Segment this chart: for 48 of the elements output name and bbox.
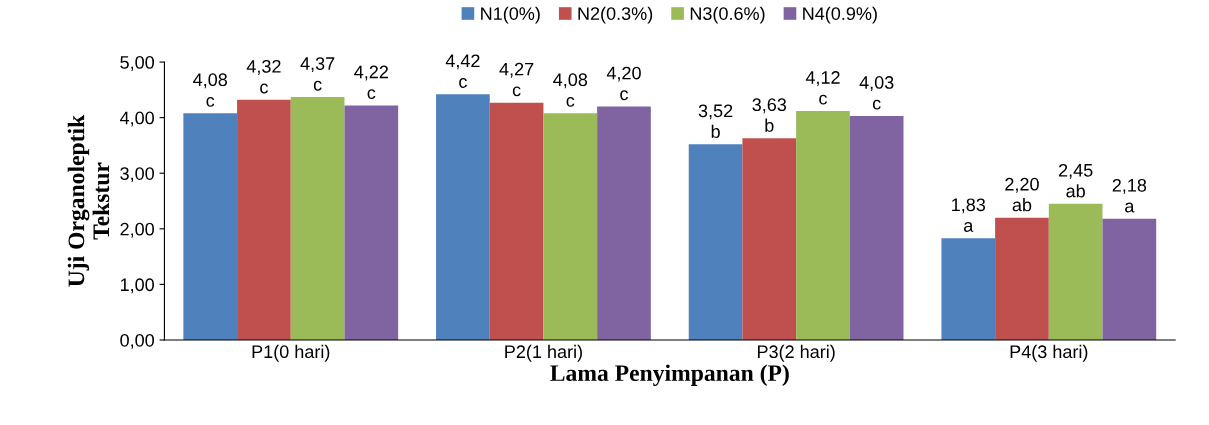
y-axis-title: Uji Organoleptik Tekstur [67,114,110,287]
x-tick-label: P3(2 hari) [757,344,835,362]
bar [995,217,1049,340]
bar [344,105,399,340]
bar [742,138,797,340]
bar [849,115,904,340]
bar [183,113,238,340]
bar [436,94,490,340]
bar [796,110,850,340]
data-label: 4,08 c [193,73,228,107]
x-tick-label: P1(0 hari) [252,344,330,362]
y-tick-label: 2,00 [120,222,154,238]
data-label: 4,08 c [553,73,588,107]
data-label: 4,42 c [445,54,480,88]
bar [941,238,996,340]
bar [1102,218,1157,340]
data-label: 4,22 c [354,65,388,100]
data-label: 4,20 c [606,66,641,101]
legend-label: N3(0.6%) [690,6,765,24]
data-label: 4,32 c [246,59,281,94]
bar [489,102,544,340]
data-label: 4,03 c [859,76,894,110]
bar [1048,203,1103,340]
y-tick-label: 3,00 [120,167,154,183]
data-label: 3,63 b [752,98,787,132]
legend-label: N4(0.9%) [803,6,877,24]
bar [597,106,651,340]
y-tick-label: 5,00 [120,55,154,71]
bar [543,113,598,340]
data-label: 1,83 a [952,198,986,232]
data-label: 4,27 c [499,62,534,97]
bar [290,97,345,340]
bar [237,99,291,340]
x-tick-label: P2(1 hari) [505,344,582,362]
legend-label: N2(0.3%) [578,6,653,24]
data-label: 2,45 ab [1058,163,1093,198]
y-tick-label: 1,00 [120,278,154,294]
data-label: 4,37 c [300,57,335,91]
x-tick-label: P4(3 hari) [1010,344,1088,362]
data-label: 2,18 a [1112,178,1147,213]
y-tick-label: 4,00 [119,111,154,127]
data-label: 3,52 b [698,104,733,138]
data-label: 2,20 ab [1005,177,1039,212]
bar [688,144,743,340]
legend-label: N1(0%) [481,6,540,24]
x-axis-title: Lama Penyimpanan (P) [550,364,789,386]
data-label: 4,12 c [805,71,840,105]
y-tick-label: 0,00 [120,333,154,349]
